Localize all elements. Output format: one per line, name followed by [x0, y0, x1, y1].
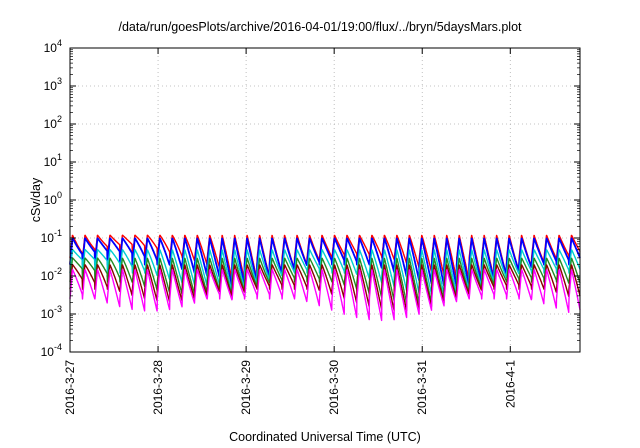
y-tick-label: 103	[44, 76, 62, 93]
grid	[70, 48, 580, 352]
y-tick-label: 104	[44, 38, 62, 55]
y-tick-label: 102	[44, 114, 62, 131]
x-tick-label: 2016-3-31	[415, 360, 429, 415]
series-line	[69, 257, 581, 305]
y-tick-label: 10-4	[41, 342, 62, 359]
y-tick-label: 10-2	[41, 266, 62, 283]
series-group	[69, 234, 581, 322]
y-tick-label: 10-3	[41, 304, 62, 321]
series-line	[69, 237, 581, 287]
x-tick-label: 2016-4-1	[503, 360, 517, 408]
chart-title: /data/run/goesPlots/archive/2016-04-01/1…	[118, 20, 522, 34]
y-tick-label: 10-1	[41, 228, 62, 245]
x-tick-label: 2016-3-30	[327, 360, 341, 415]
y-tick-label: 100	[44, 190, 62, 207]
series-line	[69, 269, 581, 322]
x-tick-label: 2016-3-28	[151, 360, 165, 415]
x-tick-label: 2016-3-27	[63, 360, 77, 415]
axis-ticks: 10-4 10-3 10-2 10-1 100 101 102 103 104 2016-3-27…	[41, 38, 580, 415]
x-tick-label: 2016-3-29	[239, 360, 253, 415]
y-axis-label: cSv/day	[29, 177, 43, 222]
series-line	[69, 248, 581, 296]
x-axis-label: Coordinated Universal Time (UTC)	[229, 430, 421, 444]
y-tick-label: 101	[44, 152, 62, 169]
